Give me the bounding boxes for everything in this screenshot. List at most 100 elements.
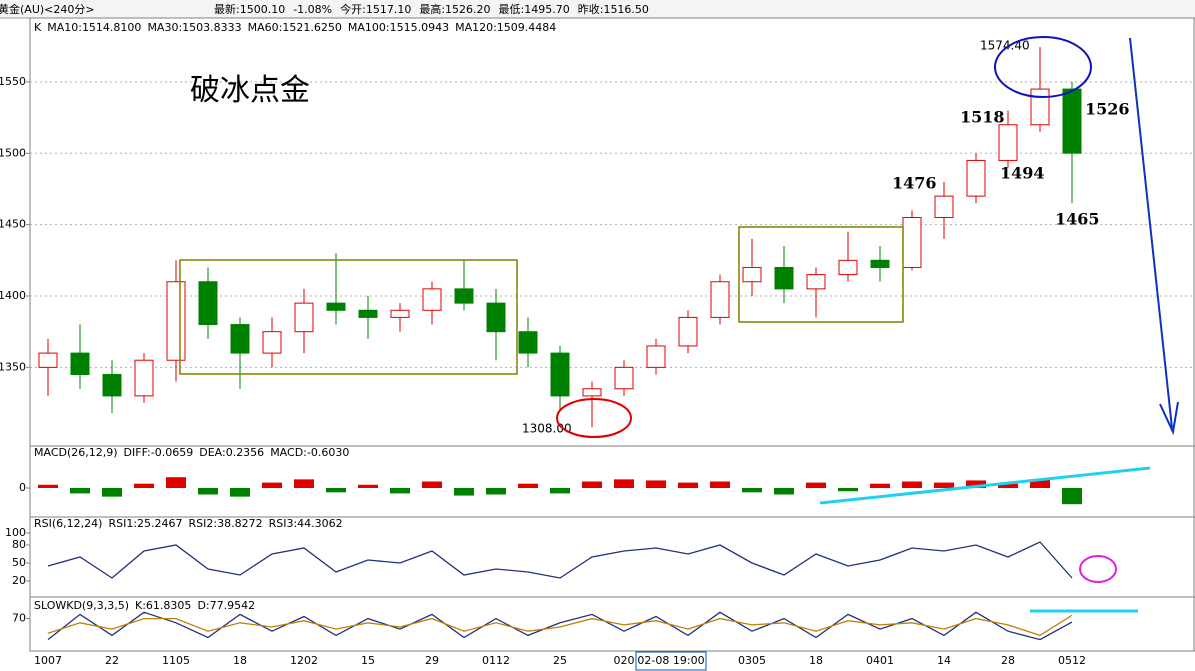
macd-bar xyxy=(614,479,634,488)
indicator-line xyxy=(47,611,1073,641)
x-tick-label: 28 xyxy=(1001,654,1015,667)
candle-body xyxy=(390,309,410,318)
candle-body xyxy=(550,352,570,397)
macd-bar xyxy=(774,488,794,495)
candle-body xyxy=(742,266,762,283)
macd-bar xyxy=(838,488,858,492)
rsi-circle xyxy=(1079,555,1117,583)
candle-body xyxy=(294,302,314,333)
legend-item: RSI3:44.3062 xyxy=(269,517,343,530)
legend-item: MACD:-0.6030 xyxy=(270,446,349,459)
macd-bar xyxy=(966,480,986,488)
macd-bar xyxy=(1030,479,1050,488)
arrow-head xyxy=(1159,401,1179,436)
x-tick-label: 0112 xyxy=(482,654,510,667)
candle-body xyxy=(134,359,154,397)
legend-item: D:77.9542 xyxy=(197,599,255,612)
panel-label: K xyxy=(34,21,42,34)
y-tick-label: 80 xyxy=(12,538,26,551)
candle-body xyxy=(902,217,922,268)
macd-bar xyxy=(326,488,346,493)
legend-item: MA30:1503.8333 xyxy=(147,21,241,34)
candle-body xyxy=(646,345,666,368)
macd-bar xyxy=(518,483,538,488)
panel-label: RSI(6,12,24) xyxy=(34,517,102,530)
macd-bar xyxy=(262,482,282,488)
candle-body xyxy=(966,159,986,197)
macd-bar xyxy=(390,488,410,494)
legend-item: K:61.8305 xyxy=(135,599,191,612)
candle-body xyxy=(486,302,506,333)
candle-body xyxy=(454,288,474,304)
candle-body xyxy=(934,195,954,219)
macd-bar xyxy=(198,488,218,495)
quote-item: 最新:1500.10 xyxy=(214,2,285,16)
macd-bar xyxy=(422,481,442,488)
legend-item: DEA:0.2356 xyxy=(199,446,264,459)
candle-body xyxy=(166,281,186,361)
candle-body xyxy=(838,259,858,276)
price-annotation: 1494 xyxy=(1000,164,1045,183)
candle-body xyxy=(806,274,826,290)
macd-bar xyxy=(934,482,954,488)
candle-body xyxy=(870,259,890,268)
header-bar xyxy=(0,0,1195,18)
legend-item: DIFF:-0.0659 xyxy=(124,446,194,459)
y-tick-label: 0 xyxy=(19,481,26,494)
y-tick-label: 20 xyxy=(12,574,26,587)
high-circle xyxy=(994,36,1092,98)
candle-body xyxy=(678,316,698,347)
macd-bar xyxy=(550,488,570,494)
x-tick-label: 15 xyxy=(361,654,375,667)
low-circle xyxy=(556,398,632,438)
x-tick-label: 18 xyxy=(233,654,247,667)
candle-body xyxy=(70,352,90,375)
macd-bar xyxy=(646,480,666,488)
y-tick-label: 100 xyxy=(5,526,26,539)
x-tick-label: 0512 xyxy=(1058,654,1086,667)
x-tick-label: 0401 xyxy=(866,654,894,667)
y-tick-label: 1450 xyxy=(0,218,26,231)
candle-body xyxy=(38,352,58,368)
instrument: 黄金(AU)<240分> xyxy=(0,2,95,16)
range-box xyxy=(738,226,904,323)
candle-body xyxy=(998,124,1018,161)
macd-bar xyxy=(294,479,314,488)
macd-bar xyxy=(902,481,922,488)
candle-body xyxy=(326,302,346,311)
candle-body xyxy=(358,309,378,318)
legend-item: RSI2:38.8272 xyxy=(189,517,263,530)
x-tick-label: 25 xyxy=(553,654,567,667)
y-tick-label: 1550 xyxy=(0,75,26,88)
price-annotation: 1465 xyxy=(1055,210,1100,229)
candle-body xyxy=(710,281,730,318)
candle-body xyxy=(230,324,250,354)
macd-bar xyxy=(582,481,602,488)
quote-item: 今开:1517.10 xyxy=(340,2,411,16)
x-tick-label: 22 xyxy=(105,654,119,667)
x-tick-label: 14 xyxy=(937,654,951,667)
candle-body xyxy=(1062,88,1082,154)
indicator-line xyxy=(47,541,1073,579)
x-tick-label: 020 xyxy=(614,654,635,667)
candle-body xyxy=(422,288,442,311)
y-tick-label: 70 xyxy=(12,612,26,625)
y-tick-label: 1400 xyxy=(0,289,26,302)
x-tick-label: 0305 xyxy=(738,654,766,667)
cursor-box xyxy=(635,651,707,671)
y-tick-label: 1500 xyxy=(0,146,26,159)
macd-bar xyxy=(454,488,474,496)
macd-bar xyxy=(806,482,826,488)
macd-bar xyxy=(230,488,250,497)
down-arrow xyxy=(1129,37,1173,429)
macd-bar xyxy=(102,488,122,497)
candle-body xyxy=(1030,88,1050,126)
price-annotation: 1476 xyxy=(892,174,937,193)
cursor-label: 02-08 19:00 xyxy=(637,654,704,667)
legend-item: MA60:1521.6250 xyxy=(248,21,342,34)
x-tick-label: 1007 xyxy=(34,654,62,667)
quote: 最新:1500.10 -1.08% 今开:1517.10 最高:1526.20 最低:1… xyxy=(214,2,649,16)
y-tick-label: 1350 xyxy=(0,360,26,373)
panel-label: SLOWKD(9,3,3,5) xyxy=(34,599,129,612)
